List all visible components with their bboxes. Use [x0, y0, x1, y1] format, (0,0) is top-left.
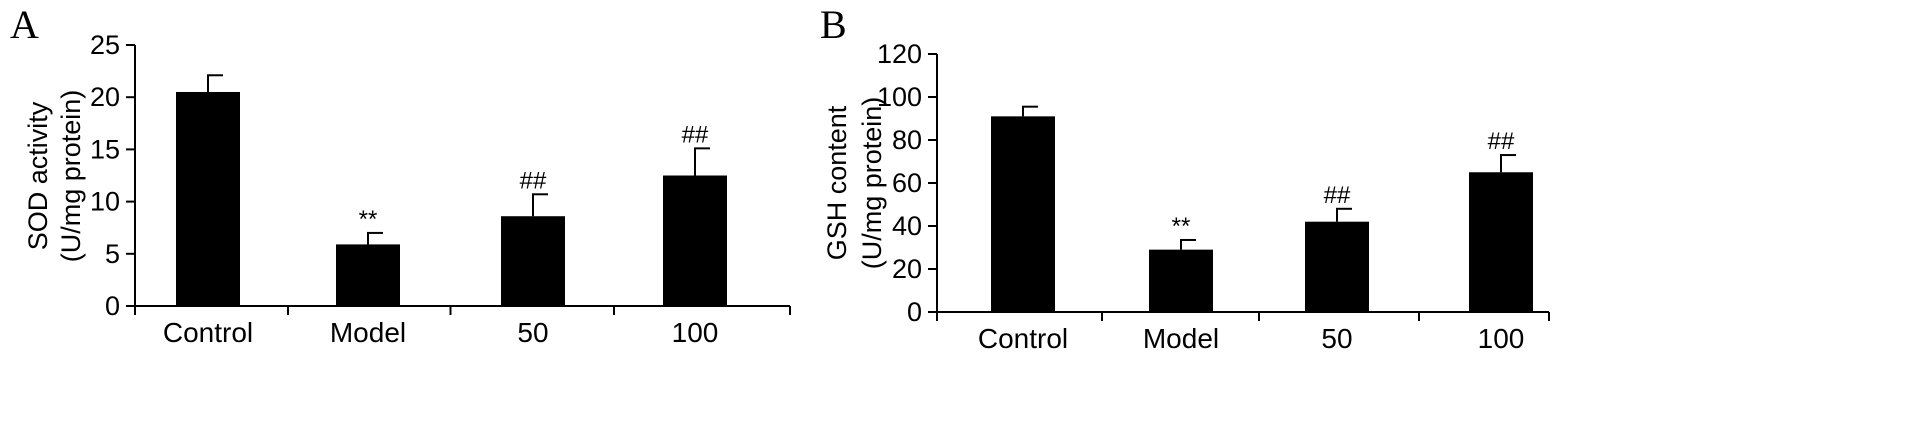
chart-panel-b: B 0 20 40 60 80 100 120 Control ** Model ## 50 ## 100 G…: [820, 2, 1550, 354]
panel-letter: B: [820, 2, 847, 47]
bar: [1149, 249, 1213, 312]
significance-label: ##: [1488, 128, 1515, 155]
chart-panel-a: A 0 5 10 15 20 25 Control ** Model ## 50 ## 100 SOD ac…: [10, 2, 791, 348]
bar: [336, 244, 400, 306]
y-tick-label: 20: [892, 254, 922, 284]
x-category-label: 100: [1478, 323, 1525, 354]
x-category-label: Model: [1143, 323, 1219, 354]
significance-label: ##: [682, 121, 709, 148]
y-tick-label: 5: [105, 239, 120, 269]
significance-label: ##: [520, 167, 547, 194]
y-axis-title: SOD activity: [23, 101, 53, 250]
y-axis-title: (U/mg protein): [56, 90, 86, 263]
panel-letter: A: [10, 2, 39, 47]
x-category-label: 50: [1321, 323, 1352, 354]
significance-label: **: [1172, 213, 1191, 240]
bar: [663, 175, 727, 306]
y-tick-label: 15: [90, 134, 120, 164]
y-tick-label: 120: [877, 39, 922, 69]
bar: [501, 216, 565, 306]
bar: [176, 91, 240, 306]
y-tick-label: 0: [907, 297, 922, 327]
y-tick-label: 80: [892, 125, 922, 155]
y-tick-label: 10: [90, 187, 120, 217]
x-category-label: Model: [330, 317, 406, 348]
y-tick-label: 20: [90, 82, 120, 112]
y-tick-label: 60: [892, 168, 922, 198]
significance-label: **: [359, 206, 378, 233]
x-category-label: 50: [517, 317, 548, 348]
y-axis-title: GSH content: [822, 105, 852, 260]
y-tick-label: 40: [892, 211, 922, 241]
y-tick-label: 0: [105, 291, 120, 321]
x-category-label: 100: [672, 317, 719, 348]
bar: [1305, 221, 1369, 312]
x-category-label: Control: [163, 317, 253, 348]
y-tick-label: 100: [877, 82, 922, 112]
y-tick-label: 25: [90, 30, 120, 60]
bar: [991, 116, 1055, 312]
significance-label: ##: [1324, 182, 1351, 209]
bar: [1469, 172, 1533, 312]
x-category-label: Control: [978, 323, 1068, 354]
y-axis-title: (U/mg protein): [857, 97, 887, 270]
